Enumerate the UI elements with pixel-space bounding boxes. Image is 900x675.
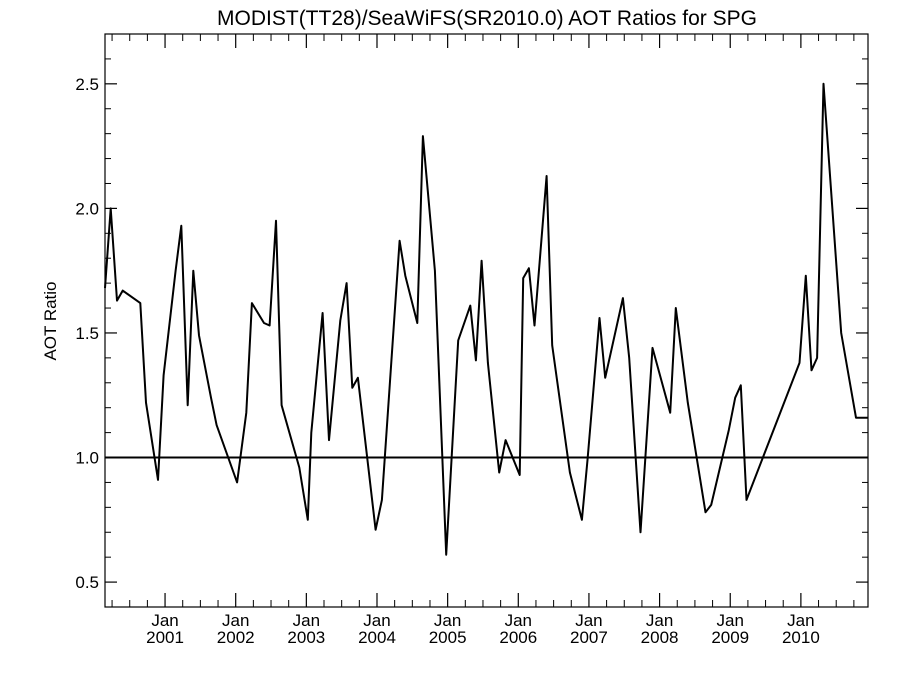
y-tick-label: 2.0 xyxy=(75,199,99,218)
y-axis-ticks: 0.5 1.0 1.5 2.0 2.5 xyxy=(75,33,868,608)
x-tick-label-month: Jan xyxy=(646,611,673,630)
x-tick-label-month: Jan xyxy=(151,611,178,630)
x-tick-label-month: Jan xyxy=(717,611,744,630)
x-axis-ticks: Jan2001Jan2002Jan2003Jan2004Jan2005Jan20… xyxy=(111,34,855,647)
x-tick-label-month: Jan xyxy=(363,611,390,630)
x-tick-label-year: 2010 xyxy=(782,628,820,647)
x-tick-label-year: 2005 xyxy=(429,628,467,647)
x-tick-label-month: Jan xyxy=(222,611,249,630)
plot-frame xyxy=(104,33,869,608)
y-axis-label: AOT Ratio xyxy=(41,281,60,360)
aot-ratio-series-line xyxy=(104,82,868,556)
x-tick-label-year: 2006 xyxy=(499,628,537,647)
x-tick-label-year: 2007 xyxy=(570,628,608,647)
y-tick-label: 1.5 xyxy=(75,324,99,343)
x-tick-label-month: Jan xyxy=(434,611,461,630)
y-tick-label: 2.5 xyxy=(75,75,99,94)
chart-title: MODIST(TT28)/SeaWiFS(SR2010.0) AOT Ratio… xyxy=(217,7,757,30)
x-tick-label-year: 2009 xyxy=(711,628,749,647)
x-tick-label-year: 2004 xyxy=(358,628,396,647)
x-tick-label-month: Jan xyxy=(575,611,602,630)
x-tick-label-year: 2002 xyxy=(217,628,255,647)
x-tick-label-month: Jan xyxy=(293,611,320,630)
x-tick-label-month: Jan xyxy=(505,611,532,630)
x-tick-label-year: 2008 xyxy=(641,628,679,647)
x-tick-label-year: 2003 xyxy=(287,628,325,647)
y-tick-label: 1.0 xyxy=(75,449,99,468)
x-tick-label-year: 2001 xyxy=(146,628,184,647)
y-tick-label: 0.5 xyxy=(75,573,99,592)
x-tick-label-month: Jan xyxy=(787,611,814,630)
